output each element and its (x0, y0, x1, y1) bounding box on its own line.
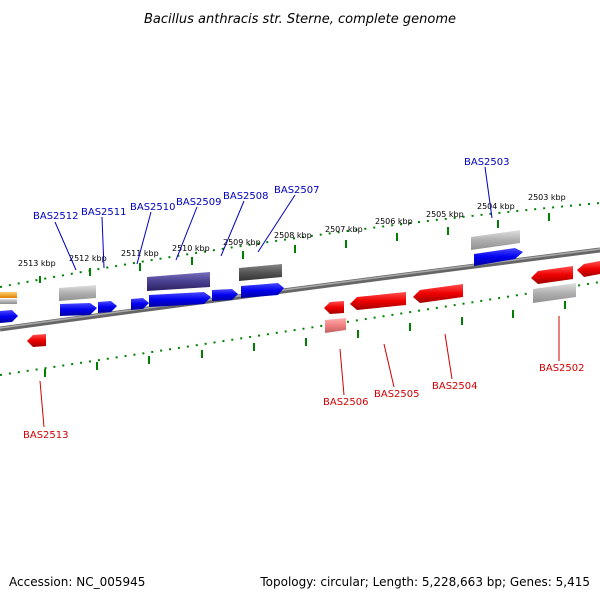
gene-label-bas2507[interactable]: BAS2507 (274, 185, 320, 196)
tick-label: 2506 kbp (375, 217, 413, 226)
gene-label-bas2504[interactable]: BAS2504 (432, 381, 478, 392)
gene-label-bas2503[interactable]: BAS2503 (464, 157, 510, 168)
topology-text: Topology: circular; Length: 5,228,663 bp… (259, 575, 590, 589)
gene-label-bas2509[interactable]: BAS2509 (176, 197, 222, 208)
reverse-label-connectors (39, 316, 560, 428)
gene-pseudo-feature[interactable] (0, 299, 17, 304)
tick-label: 2503 kbp (528, 193, 566, 202)
gene-label-bas2505[interactable]: BAS2505 (374, 389, 420, 400)
gene-bas2509-arrow[interactable] (149, 292, 211, 307)
tick-label: 2509 kbp (223, 238, 261, 247)
tick-label: 2513 kbp (18, 259, 56, 268)
reverse-ruler-ticks (44, 301, 566, 377)
forward-label-connectors (54, 166, 493, 271)
gene-bas2506-feature[interactable] (325, 318, 346, 333)
tick-label: 2507 kbp (325, 225, 363, 234)
gene-bas2503-arrow[interactable] (474, 248, 523, 266)
gene-bas2512-pseudo[interactable] (59, 285, 96, 301)
gene-label-bas2506[interactable]: BAS2506 (323, 397, 369, 408)
gene-label-bas2508[interactable]: BAS2508 (223, 191, 269, 202)
forward-gene-labels: BAS2512 BAS2511 BAS2510 BAS2509 BAS2508 … (33, 157, 510, 222)
tick-label: 2505 kbp (426, 210, 464, 219)
gene-orange-feature[interactable] (0, 292, 17, 298)
gene-label-bas2513[interactable]: BAS2513 (23, 430, 69, 441)
map-title: Bacillus anthracis str. Sterne, complete… (144, 12, 456, 27)
gene-bas2513-arrow[interactable] (27, 334, 46, 347)
accession-text: Accession: NC_005945 (9, 575, 145, 589)
gene-bas2512-arrow[interactable] (60, 303, 97, 316)
gene-bas2508-arrow[interactable] (212, 289, 238, 301)
gene-label-bas2512[interactable]: BAS2512 (33, 211, 79, 222)
gene-bas2511-arrow[interactable] (98, 301, 117, 313)
gene-partial-arrow-left[interactable] (0, 310, 18, 323)
genome-backbone (0, 247, 600, 332)
gene-bas2509-feature[interactable] (147, 272, 210, 291)
tick-label: 2510 kbp (172, 244, 210, 253)
gene-bas2503-pseudo[interactable] (471, 230, 520, 250)
gene-bas2507-feature[interactable] (239, 264, 282, 281)
forward-ruler-ticks (39, 213, 550, 283)
tick-label: 2508 kbp (274, 231, 312, 240)
gene-partial-arrow-right[interactable] (577, 261, 600, 277)
gene-bas2504-arrow[interactable] (413, 284, 463, 303)
gene-bas2502-pseudo[interactable] (533, 283, 576, 303)
tick-label: 2512 kbp (69, 254, 107, 263)
forward-genes (0, 230, 523, 323)
reverse-ruler-arc (0, 281, 600, 376)
reverse-genes (27, 261, 600, 347)
gene-bas2510-arrow[interactable] (131, 298, 149, 310)
gene-bas2505-arrow[interactable] (350, 292, 406, 310)
gene-label-bas2511[interactable]: BAS2511 (81, 207, 127, 218)
reverse-gene-labels: BAS2513 BAS2506 BAS2505 BAS2504 BAS2502 (23, 363, 585, 441)
tick-label: 2504 kbp (477, 202, 515, 211)
gene-label-bas2510[interactable]: BAS2510 (130, 202, 176, 213)
gene-bas2506-arrow[interactable] (324, 301, 344, 314)
gene-label-bas2502[interactable]: BAS2502 (539, 363, 585, 374)
gene-bas2502-arrow[interactable] (531, 266, 573, 284)
gene-bas2507-arrow[interactable] (241, 283, 284, 298)
